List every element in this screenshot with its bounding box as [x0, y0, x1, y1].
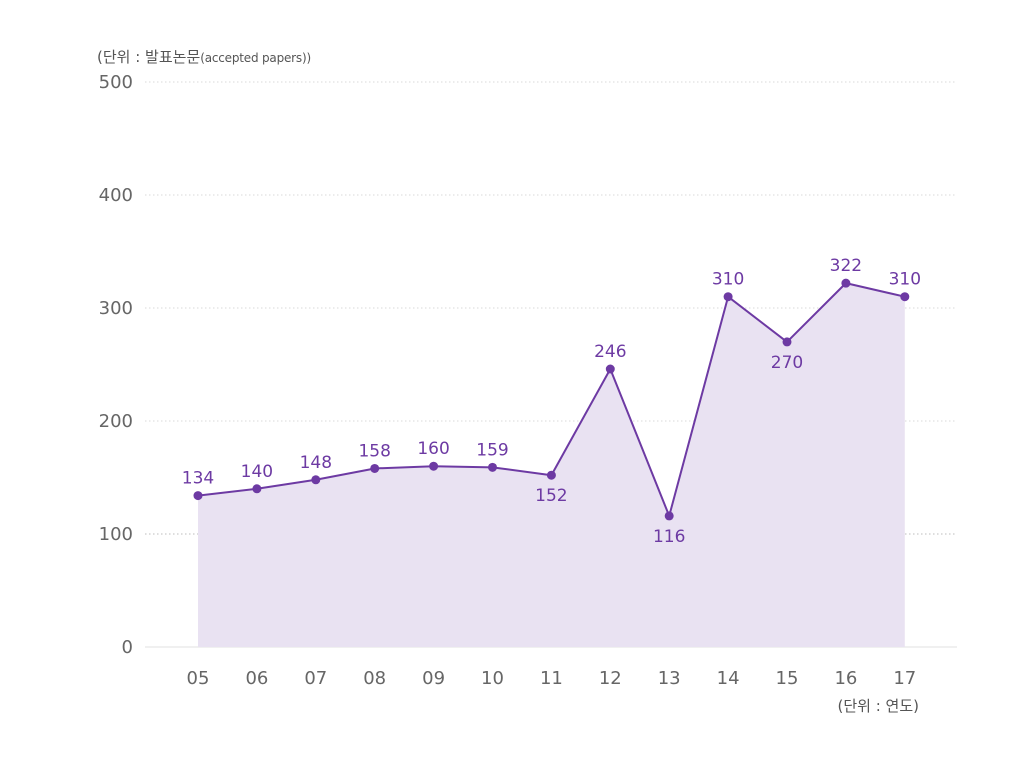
data-label: 322 — [830, 256, 862, 276]
y-axis-unit-label: (단위 : 발표논문(accepted papers)) — [97, 48, 311, 66]
data-label: 140 — [241, 462, 273, 482]
data-point — [664, 511, 674, 521]
data-label: 148 — [300, 453, 332, 473]
x-tick-label: 17 — [893, 668, 916, 689]
x-tick-label: 15 — [776, 668, 799, 689]
y-tick-label: 0 — [122, 637, 133, 658]
x-tick-label: 13 — [658, 668, 681, 689]
data-points — [193, 278, 910, 521]
data-label: 246 — [594, 342, 626, 362]
data-point — [429, 461, 439, 471]
x-tick-label: 05 — [187, 668, 210, 689]
data-label: 159 — [476, 440, 508, 460]
data-point — [488, 462, 497, 472]
data-label: 310 — [889, 270, 921, 290]
area-fill-layer — [198, 283, 905, 647]
data-point — [252, 484, 262, 494]
data-point — [370, 463, 380, 473]
data-point — [311, 475, 321, 485]
y-tick-label: 300 — [99, 298, 133, 319]
data-point — [782, 337, 792, 347]
y-axis-ticks: 0 100 200 300 400 500 — [99, 72, 133, 658]
data-point — [900, 292, 910, 302]
x-tick-label: 14 — [717, 668, 740, 689]
x-tick-label: 09 — [422, 668, 445, 689]
data-point — [605, 364, 615, 374]
data-label: 152 — [535, 486, 567, 506]
data-label: 270 — [771, 353, 803, 373]
y-tick-label: 400 — [99, 185, 133, 206]
data-labels: 134 140 148 158 160 159 152 246 116 310 270 322 310 — [182, 256, 921, 547]
data-point — [841, 278, 851, 288]
x-tick-label: 06 — [245, 668, 268, 689]
y-axis-unit-note: (accepted papers)) — [200, 51, 311, 65]
x-tick-label: 07 — [304, 668, 327, 689]
data-label: 134 — [182, 469, 214, 489]
data-point — [546, 470, 556, 480]
data-point — [723, 292, 733, 302]
y-tick-label: 500 — [99, 72, 133, 93]
y-tick-label: 200 — [99, 411, 133, 432]
series-area — [198, 283, 905, 647]
data-point — [193, 491, 203, 501]
x-tick-label: 08 — [363, 668, 386, 689]
x-tick-label: 11 — [540, 668, 563, 689]
data-label: 158 — [358, 441, 390, 461]
x-axis-ticks: 05 06 07 08 09 10 11 12 13 14 15 16 17 — [187, 668, 917, 689]
y-tick-label: 100 — [99, 524, 133, 545]
data-label: 116 — [653, 527, 685, 547]
x-tick-label: 16 — [834, 668, 857, 689]
x-tick-label: 12 — [599, 668, 622, 689]
x-tick-label: 10 — [481, 668, 504, 689]
data-label: 310 — [712, 270, 744, 290]
x-axis-unit-label: (단위 : 연도) — [837, 697, 920, 715]
data-label: 160 — [417, 439, 449, 459]
